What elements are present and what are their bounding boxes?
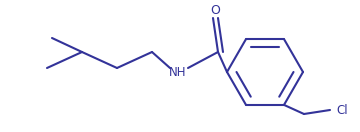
Text: O: O: [210, 4, 220, 16]
Text: Cl: Cl: [336, 103, 348, 117]
Text: NH: NH: [169, 67, 187, 79]
